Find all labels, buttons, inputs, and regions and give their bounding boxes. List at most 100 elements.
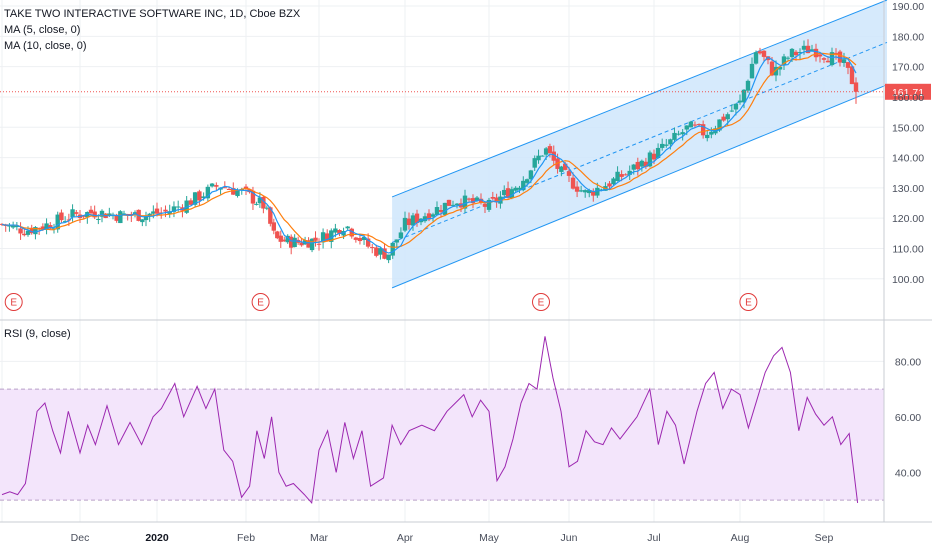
candle-body xyxy=(749,63,755,79)
rsi-line xyxy=(1,336,859,505)
candle-body xyxy=(532,158,537,168)
candle-body xyxy=(197,191,202,201)
candle-body xyxy=(205,186,211,199)
candle-body xyxy=(643,161,649,167)
rsi-tick-label: 40.00 xyxy=(895,467,921,479)
candle-body xyxy=(140,219,145,223)
candle-body xyxy=(777,66,783,70)
candle-body xyxy=(853,82,859,92)
candle-body xyxy=(118,211,123,224)
candle-body xyxy=(51,228,57,230)
candle-body xyxy=(324,233,330,242)
current-price-badge xyxy=(885,83,931,100)
candle-body xyxy=(733,103,739,110)
candle-body xyxy=(470,198,476,204)
candle-body xyxy=(361,237,367,240)
candle-body xyxy=(582,190,588,193)
candle-body xyxy=(434,207,440,215)
candle-body xyxy=(837,51,843,63)
candle-body xyxy=(761,50,767,57)
earnings-marker xyxy=(739,293,758,311)
candle-body xyxy=(414,213,420,223)
candle-body xyxy=(285,235,290,243)
candle-body xyxy=(10,224,16,228)
time-tick-label: May xyxy=(479,532,500,544)
candle-body xyxy=(316,243,322,245)
candle-body xyxy=(55,214,60,230)
candle-body xyxy=(486,199,492,210)
candle-body xyxy=(521,180,526,191)
candle-body xyxy=(214,185,219,187)
current-price-label: 161.71 xyxy=(892,87,924,99)
candle-body xyxy=(92,211,97,218)
candle-body xyxy=(462,195,468,209)
candle-body xyxy=(536,155,541,161)
candle-body xyxy=(188,200,194,205)
candle-body xyxy=(505,188,511,198)
candle-body xyxy=(306,240,311,248)
candle-body xyxy=(615,171,620,181)
price-tick-label: 110.00 xyxy=(892,243,923,255)
candle-body xyxy=(374,247,379,256)
candle-body xyxy=(192,192,198,205)
candle-body xyxy=(114,215,119,221)
candle-body xyxy=(422,216,428,222)
price-tick-label: 190.00 xyxy=(892,1,924,13)
candle-body xyxy=(668,139,673,145)
candle-body xyxy=(96,218,101,220)
time-tick-label: Sep xyxy=(815,532,834,544)
chart-legend: TAKE TWO INTERACTIVE SOFTWARE INC, 1D, C… xyxy=(4,6,300,54)
rsi-legend-label: RSI (9, close) xyxy=(4,328,71,340)
rsi-band xyxy=(0,389,884,501)
candle-body xyxy=(745,80,751,91)
candle-body xyxy=(88,209,94,214)
earnings-marker-label: E xyxy=(257,298,264,309)
candle-body xyxy=(559,166,564,172)
candle-body xyxy=(647,152,653,167)
candle-body xyxy=(450,204,456,206)
candle-body xyxy=(278,235,283,242)
candle-body xyxy=(680,132,685,135)
candle-body xyxy=(753,52,759,64)
candle-body xyxy=(299,242,304,246)
time-tick-label: Feb xyxy=(237,532,255,544)
candle-body xyxy=(478,198,484,203)
candle-body xyxy=(329,230,334,242)
regression-channel-fill xyxy=(392,0,887,288)
candle-body xyxy=(841,59,847,64)
candle-body xyxy=(261,196,266,209)
candle-body xyxy=(163,209,168,212)
candle-body xyxy=(664,144,669,146)
candle-body xyxy=(789,48,795,58)
candle-body xyxy=(7,224,12,227)
candle-body xyxy=(25,230,31,235)
candle-body xyxy=(231,188,236,195)
candle-body xyxy=(562,163,568,170)
price-tick-label: 160.00 xyxy=(892,92,924,104)
candle-body xyxy=(235,190,240,197)
candle-body xyxy=(797,52,803,54)
candle-body xyxy=(769,61,775,76)
candle-body xyxy=(599,189,604,191)
candle-body xyxy=(175,206,181,208)
time-tick-label: 2020 xyxy=(145,532,169,544)
candle-body xyxy=(676,133,681,135)
candle-body xyxy=(502,189,507,196)
earnings-marker-label: E xyxy=(538,298,545,309)
candle-body xyxy=(378,248,383,255)
ma5-line xyxy=(1,50,857,254)
candle-body xyxy=(547,146,553,154)
candle-body xyxy=(446,199,452,206)
candle-body xyxy=(517,187,522,190)
candle-body xyxy=(849,66,855,85)
candle-body xyxy=(528,170,534,180)
candle-body xyxy=(254,203,259,205)
candle-body xyxy=(74,212,79,214)
candle-body xyxy=(684,125,689,130)
time-tick-label: Jul xyxy=(647,532,660,544)
candle-body xyxy=(623,174,628,176)
candle-body xyxy=(619,174,624,177)
candle-body xyxy=(275,231,280,239)
candle-body xyxy=(482,203,488,207)
